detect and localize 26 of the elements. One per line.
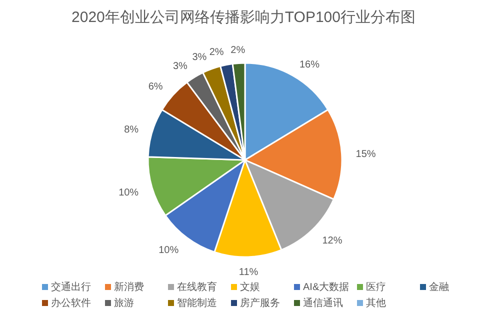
legend-label: 交通出行 <box>51 281 91 293</box>
data-label: 2% <box>230 45 246 56</box>
legend-label: 文娱 <box>240 281 260 293</box>
legend-label: 金融 <box>429 281 449 293</box>
data-label: 2% <box>209 47 224 58</box>
data-label: 3% <box>173 61 188 72</box>
legend-label: AI&大数据 <box>303 281 350 293</box>
legend-label: 房产服务 <box>240 297 280 309</box>
legend-label: 新消费 <box>114 281 144 293</box>
data-label: 16% <box>299 59 320 70</box>
legend-label: 其他 <box>366 297 386 309</box>
data-label: 12% <box>322 236 342 247</box>
data-label: 8% <box>124 124 139 136</box>
legend-label: 旅游 <box>114 297 134 309</box>
legend-label: 智能制造 <box>177 297 217 309</box>
chart-title: 2020年创业公司网络传播影响力TOP100行业分布图 <box>72 9 416 26</box>
legend-label: 办公软件 <box>51 297 91 309</box>
data-label: 3% <box>192 52 207 63</box>
data-label: 10% <box>158 244 179 256</box>
data-label: 6% <box>148 81 163 92</box>
data-label: 15% <box>356 148 376 160</box>
legend-label: 通信通讯 <box>303 297 343 309</box>
legend-label: 医疗 <box>366 281 386 293</box>
data-label: 10% <box>118 188 139 199</box>
legend-label: 在线教育 <box>177 281 217 293</box>
data-label: 11% <box>238 266 258 278</box>
